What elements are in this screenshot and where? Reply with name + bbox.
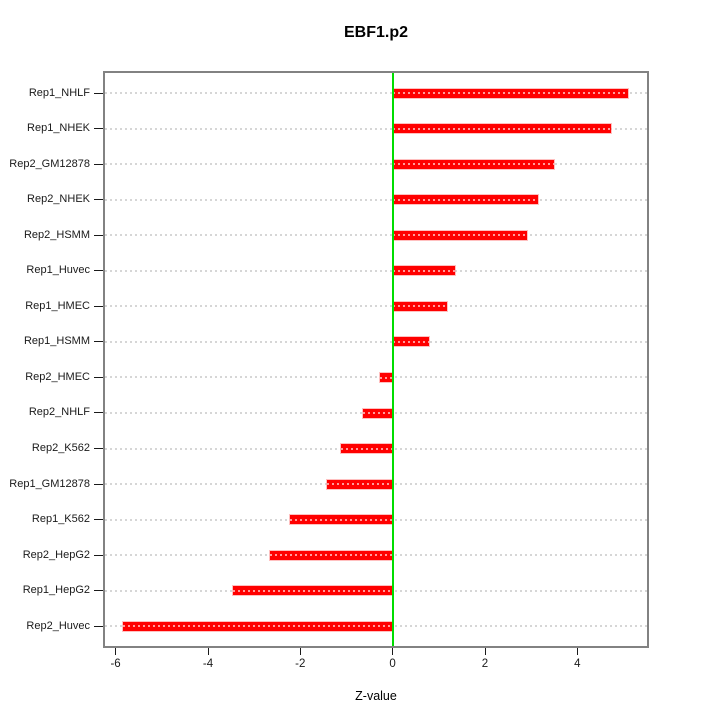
y-axis-label: Rep1_Huvec bbox=[26, 264, 90, 277]
grid-dotted-line bbox=[105, 269, 647, 272]
bar bbox=[392, 266, 456, 276]
y-axis-label: Rep1_HSMM bbox=[23, 335, 90, 348]
y-axis-label: Rep2_HMEC bbox=[25, 370, 90, 383]
y-axis-tick bbox=[94, 199, 103, 201]
y-axis-label: Rep2_K562 bbox=[31, 442, 90, 454]
x-axis-tick bbox=[299, 648, 301, 655]
grid-dotted-line bbox=[105, 163, 647, 166]
plot-area bbox=[103, 71, 649, 648]
bar bbox=[392, 159, 555, 169]
y-axis-tick bbox=[94, 341, 103, 343]
grid-dotted-line bbox=[105, 198, 647, 201]
y-axis-tick bbox=[94, 554, 103, 556]
zero-line bbox=[391, 73, 394, 646]
y-axis-label: Rep2_GM12878 bbox=[9, 157, 90, 170]
bar bbox=[392, 230, 528, 240]
y-axis-tick bbox=[94, 270, 103, 272]
y-axis-label: Rep1_GM12878 bbox=[9, 477, 90, 490]
y-axis-label: Rep1_NHEK bbox=[27, 122, 90, 135]
x-axis-label: 2 bbox=[481, 658, 489, 670]
y-axis-tick bbox=[94, 448, 103, 449]
y-axis-label: Rep2_Huvec bbox=[26, 619, 90, 632]
y-axis-tick bbox=[94, 92, 103, 94]
y-axis-tick bbox=[94, 519, 103, 521]
x-axis-label: -6 bbox=[110, 658, 121, 670]
grid-dotted-line bbox=[105, 305, 647, 308]
bar bbox=[380, 373, 393, 382]
grid-dotted-line bbox=[105, 376, 647, 379]
bar bbox=[290, 515, 393, 524]
y-axis-label: Rep2_HepG2 bbox=[22, 548, 90, 561]
x-axis-tick bbox=[115, 648, 117, 655]
chart-title: EBF1.p2 bbox=[343, 24, 408, 41]
y-axis-label: Rep2_NHLF bbox=[28, 406, 90, 419]
y-axis-label: Rep2_NHEK bbox=[27, 193, 90, 206]
bar bbox=[392, 88, 629, 98]
grid-dotted-line bbox=[105, 92, 647, 95]
x-axis-title: Z-value bbox=[355, 689, 397, 703]
y-axis-tick bbox=[94, 625, 103, 627]
x-axis-tick bbox=[392, 648, 394, 655]
y-axis-tick bbox=[94, 412, 103, 414]
y-axis-tick bbox=[94, 483, 103, 485]
x-axis-tick bbox=[576, 648, 578, 655]
y-axis-tick bbox=[94, 234, 103, 236]
x-axis-label: 0 bbox=[389, 658, 396, 670]
y-axis-tick bbox=[94, 128, 103, 130]
x-axis-label: -4 bbox=[202, 658, 214, 670]
bar bbox=[392, 124, 612, 134]
bar bbox=[233, 586, 393, 596]
y-axis-tick bbox=[94, 163, 103, 165]
x-axis-tick bbox=[484, 648, 486, 655]
y-axis-label: Rep2_HSMM bbox=[23, 228, 90, 241]
bar bbox=[340, 444, 393, 453]
bar bbox=[362, 408, 393, 418]
y-axis-label: Rep1_K562 bbox=[31, 513, 90, 526]
y-axis-label: Rep1_NHLF bbox=[28, 86, 90, 99]
x-axis-tick bbox=[207, 648, 209, 655]
bar bbox=[392, 195, 539, 205]
x-axis-label: -2 bbox=[295, 658, 306, 670]
grid-dotted-line bbox=[105, 340, 647, 343]
grid-dotted-line bbox=[105, 127, 647, 130]
y-axis-tick bbox=[94, 305, 103, 307]
bar bbox=[123, 621, 393, 631]
grid-dotted-line bbox=[105, 234, 647, 237]
y-axis-tick bbox=[94, 376, 103, 378]
bar bbox=[392, 301, 447, 311]
x-axis-label: 4 bbox=[574, 658, 581, 670]
bar bbox=[392, 337, 429, 347]
y-axis-label: Rep1_HMEC bbox=[25, 299, 90, 312]
y-axis-label: Rep1_HepG2 bbox=[22, 584, 90, 597]
bar bbox=[270, 550, 393, 560]
bar bbox=[327, 479, 393, 489]
y-axis-tick bbox=[94, 590, 103, 592]
